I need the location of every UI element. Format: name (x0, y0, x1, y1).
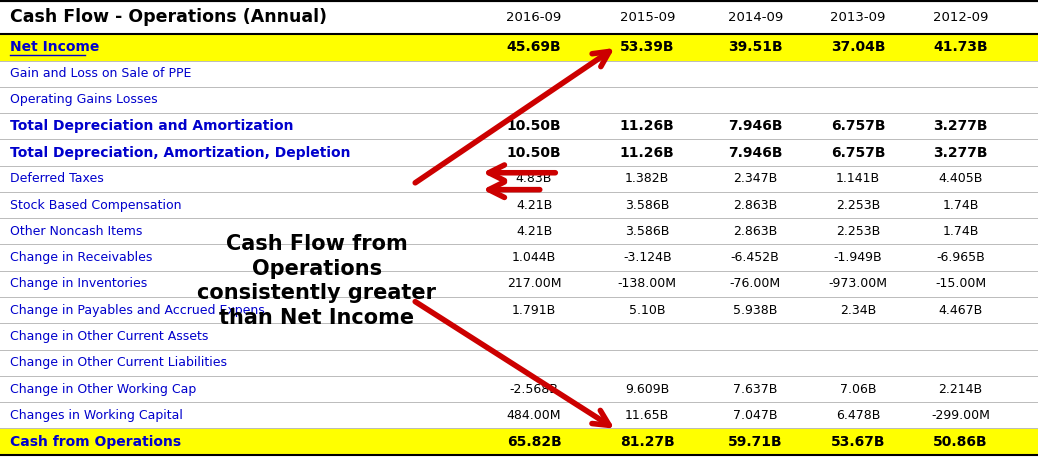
Text: 4.405B: 4.405B (938, 172, 983, 185)
Text: 7.946B: 7.946B (728, 145, 783, 159)
Text: Change in Other Working Cap: Change in Other Working Cap (10, 383, 196, 395)
Text: Deferred Taxes: Deferred Taxes (10, 172, 104, 185)
Bar (0, 34, 1038, 60)
Text: 1.74B: 1.74B (943, 199, 979, 212)
Text: Stock Based Compensation: Stock Based Compensation (10, 199, 182, 212)
Text: 1.044B: 1.044B (512, 251, 556, 264)
Text: 4.467B: 4.467B (938, 304, 983, 317)
Text: 3.586B: 3.586B (625, 225, 670, 238)
Text: Changes in Working Capital: Changes in Working Capital (10, 409, 184, 422)
Text: 81.27B: 81.27B (620, 435, 675, 449)
Text: -299.00M: -299.00M (931, 409, 990, 422)
Text: -3.124B: -3.124B (623, 251, 672, 264)
Text: Cash Flow - Operations (Annual): Cash Flow - Operations (Annual) (10, 8, 327, 26)
Text: 53.67B: 53.67B (830, 435, 885, 449)
Text: Change in Payables and Accrued Expens.: Change in Payables and Accrued Expens. (10, 304, 269, 317)
Text: 39.51B: 39.51B (728, 40, 783, 54)
Text: -6.965B: -6.965B (936, 251, 985, 264)
Text: 7.047B: 7.047B (733, 409, 777, 422)
Text: 6.757B: 6.757B (830, 145, 885, 159)
Text: 3.586B: 3.586B (625, 199, 670, 212)
Text: 6.478B: 6.478B (836, 409, 880, 422)
Text: 4.21B: 4.21B (516, 199, 552, 212)
Text: 7.06B: 7.06B (840, 383, 876, 395)
Text: Change in Receivables: Change in Receivables (10, 251, 153, 264)
Text: 59.71B: 59.71B (728, 435, 783, 449)
Text: 11.26B: 11.26B (620, 119, 675, 133)
Text: 11.26B: 11.26B (620, 145, 675, 159)
Text: 3.277B: 3.277B (933, 145, 988, 159)
Text: 7.637B: 7.637B (733, 383, 777, 395)
Text: -973.00M: -973.00M (828, 277, 887, 290)
Text: 1.141B: 1.141B (836, 172, 880, 185)
Text: Change in Other Current Liabilities: Change in Other Current Liabilities (10, 356, 227, 369)
Text: 2014-09: 2014-09 (728, 11, 783, 24)
Text: 7.946B: 7.946B (728, 119, 783, 133)
Text: 1.74B: 1.74B (943, 225, 979, 238)
Text: -2.568B: -2.568B (510, 383, 558, 395)
Text: 2012-09: 2012-09 (933, 11, 988, 24)
Text: 2.253B: 2.253B (836, 199, 880, 212)
Text: 2013-09: 2013-09 (830, 11, 885, 24)
Text: 4.83B: 4.83B (516, 172, 552, 185)
Text: -6.452B: -6.452B (731, 251, 780, 264)
Text: 2015-09: 2015-09 (620, 11, 675, 24)
Text: Other Noncash Items: Other Noncash Items (10, 225, 143, 238)
Text: 65.82B: 65.82B (507, 435, 562, 449)
Text: 2.214B: 2.214B (938, 383, 983, 395)
Text: 1.791B: 1.791B (512, 304, 556, 317)
Text: 5.10B: 5.10B (629, 304, 665, 317)
Text: 484.00M: 484.00M (507, 409, 562, 422)
Text: 217.00M: 217.00M (507, 277, 562, 290)
Text: 37.04B: 37.04B (830, 40, 885, 54)
Text: -76.00M: -76.00M (730, 277, 781, 290)
Text: 41.73B: 41.73B (933, 40, 988, 54)
Text: -138.00M: -138.00M (618, 277, 677, 290)
Text: 10.50B: 10.50B (507, 145, 562, 159)
Text: 3.277B: 3.277B (933, 119, 988, 133)
Text: 2.863B: 2.863B (733, 225, 777, 238)
Text: -1.949B: -1.949B (834, 251, 882, 264)
Text: -15.00M: -15.00M (935, 277, 986, 290)
Text: Gain and Loss on Sale of PPE: Gain and Loss on Sale of PPE (10, 67, 192, 80)
Text: 2.253B: 2.253B (836, 225, 880, 238)
Text: 2.863B: 2.863B (733, 199, 777, 212)
Text: 6.757B: 6.757B (830, 119, 885, 133)
Text: 11.65B: 11.65B (625, 409, 670, 422)
Text: 5.938B: 5.938B (733, 304, 777, 317)
Text: Cash Flow from
Operations
consistently greater
than Net Income: Cash Flow from Operations consistently g… (197, 234, 436, 328)
Text: 4.21B: 4.21B (516, 225, 552, 238)
Text: 53.39B: 53.39B (620, 40, 675, 54)
Text: 1.382B: 1.382B (625, 172, 670, 185)
Text: Change in Other Current Assets: Change in Other Current Assets (10, 330, 209, 343)
Text: Change in Inventories: Change in Inventories (10, 277, 147, 290)
Text: 9.609B: 9.609B (625, 383, 670, 395)
Text: 50.86B: 50.86B (933, 435, 988, 449)
Text: Total Depreciation, Amortization, Depletion: Total Depreciation, Amortization, Deplet… (10, 145, 351, 159)
Text: Operating Gains Losses: Operating Gains Losses (10, 94, 158, 106)
Bar (0, 429, 1038, 455)
Text: Net Income: Net Income (10, 40, 100, 54)
Text: 45.69B: 45.69B (507, 40, 562, 54)
Text: 2.34B: 2.34B (840, 304, 876, 317)
Text: 10.50B: 10.50B (507, 119, 562, 133)
Text: 2.347B: 2.347B (733, 172, 777, 185)
Text: 2016-09: 2016-09 (507, 11, 562, 24)
Text: Cash from Operations: Cash from Operations (10, 435, 182, 449)
Text: Total Depreciation and Amortization: Total Depreciation and Amortization (10, 119, 294, 133)
